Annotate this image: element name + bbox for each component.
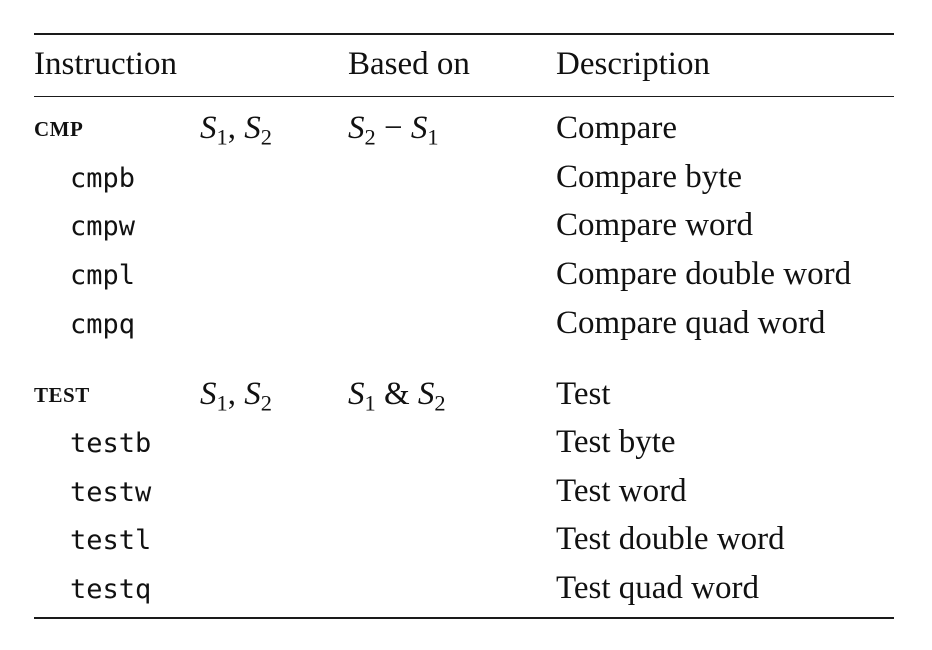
variant-mnemonic: testw (70, 477, 152, 508)
variant-description: Compare byte (556, 159, 743, 195)
variant-description: Test double word (556, 521, 785, 557)
test-operands: S1, S2 (200, 376, 272, 416)
test-class-name: TEST (34, 376, 90, 409)
variant-description: Test byte (556, 424, 676, 460)
variant-description: Compare word (556, 207, 754, 243)
test-based-on: S1 & S2 (348, 376, 446, 416)
variant-description: Test quad word (556, 570, 759, 606)
cmp-class-name: CMP (34, 110, 84, 143)
variant-description: Compare quad word (556, 305, 826, 341)
variant-mnemonic: cmpl (70, 260, 136, 291)
table-bottom-rule (34, 617, 894, 619)
header-based-on: Based on (348, 46, 470, 82)
table-header-rule (34, 96, 894, 97)
variant-mnemonic: cmpb (70, 163, 136, 194)
variant-mnemonic: testl (70, 525, 152, 556)
variant-mnemonic: testb (70, 428, 152, 459)
variant-mnemonic: cmpq (70, 309, 136, 340)
variant-mnemonic: testq (70, 574, 152, 605)
variant-description: Test word (556, 473, 687, 509)
test-description: Test (556, 376, 611, 412)
table-top-rule (34, 33, 894, 35)
cmp-description: Compare (556, 110, 677, 146)
cmp-based-on: S2 − S1 (348, 110, 439, 150)
variant-description: Compare double word (556, 256, 852, 292)
header-description: Description (556, 46, 710, 82)
header-instruction: Instruction (34, 46, 177, 82)
variant-mnemonic: cmpw (70, 211, 136, 242)
cmp-operands: S1, S2 (200, 110, 272, 150)
